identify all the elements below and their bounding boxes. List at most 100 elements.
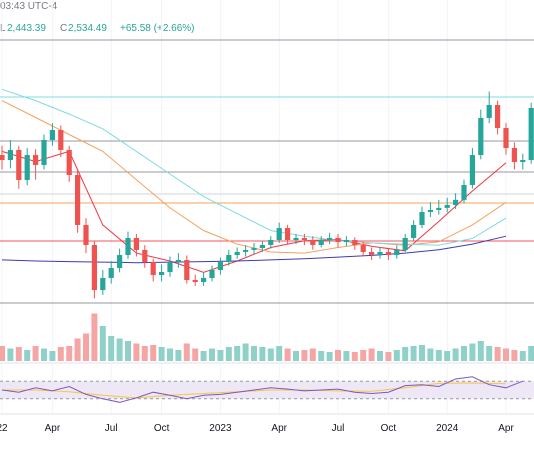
time-label: 03:43 UTC-4	[0, 1, 58, 12]
volume-bar	[200, 351, 207, 361]
volume-bar	[511, 350, 518, 361]
candle-body	[49, 130, 55, 140]
candle-body	[7, 149, 13, 160]
close-value: 2,534.49	[68, 23, 107, 34]
volume-bar	[293, 351, 299, 361]
volume-bar	[49, 351, 56, 361]
candle-body	[243, 249, 249, 252]
candle-body	[234, 251, 240, 256]
volume-bar	[141, 346, 148, 361]
x-tick-label: 22	[0, 423, 8, 434]
volume-bar	[66, 346, 73, 361]
candle-body	[310, 240, 316, 245]
volume-bar	[486, 346, 493, 361]
volume-bar	[74, 338, 81, 361]
volume-bar	[150, 345, 157, 361]
candle-body	[511, 148, 517, 163]
x-tick-label: Oct	[154, 423, 170, 434]
candle-body	[117, 255, 123, 269]
candle-body	[125, 237, 131, 256]
candle-body	[175, 260, 181, 263]
volume-bar	[368, 348, 375, 361]
candle-body	[411, 224, 417, 238]
volume-bar	[15, 347, 22, 361]
candle-body	[150, 262, 156, 276]
candle-body	[402, 237, 408, 250]
x-tick-label: Apr	[45, 423, 61, 434]
candle-body	[159, 271, 165, 276]
candle-body	[343, 240, 349, 243]
volume-bar	[276, 346, 283, 361]
candle-body	[495, 104, 501, 129]
candle-body	[268, 240, 274, 245]
volume-bar	[32, 346, 39, 361]
volume-bar	[519, 351, 526, 361]
volume-bar	[461, 346, 467, 361]
volume-bar	[393, 350, 400, 361]
candle-body	[16, 149, 22, 180]
volume-bar	[99, 326, 106, 361]
candle-body	[335, 237, 341, 243]
candle-body	[259, 244, 265, 249]
volume-bar	[435, 350, 442, 361]
candle-body	[486, 104, 492, 118]
volume-bar	[116, 338, 123, 361]
candle-body	[192, 280, 198, 283]
candle-body	[108, 268, 114, 278]
candle-body	[301, 237, 307, 240]
candle-body	[478, 117, 484, 156]
candle-body	[209, 269, 215, 278]
x-tick-label: 2024	[436, 423, 459, 434]
candle-body	[58, 130, 64, 150]
candle-body	[528, 107, 534, 160]
volume-bar	[183, 343, 190, 361]
candle-body	[142, 249, 148, 263]
volume-bar	[259, 347, 266, 361]
candle-body	[184, 260, 190, 280]
volume-bar	[192, 348, 199, 361]
candle-body	[66, 149, 72, 176]
volume-bar	[158, 347, 165, 361]
volume-bar	[326, 352, 333, 361]
moving-average	[1, 235, 507, 264]
volume-bar	[528, 346, 534, 361]
candle-body	[520, 160, 526, 163]
candle-body	[293, 237, 299, 240]
candle-body	[0, 155, 5, 160]
low-label: L	[0, 23, 6, 34]
candle-body	[91, 244, 97, 291]
candle-body	[100, 277, 106, 291]
candle-body	[453, 199, 459, 205]
volume-bar	[234, 346, 241, 361]
candle-body	[75, 175, 81, 225]
candle-body	[41, 140, 47, 165]
x-tick-label: Jul	[332, 423, 345, 434]
volume-bar	[377, 351, 383, 361]
x-tick-label: Jul	[105, 423, 118, 434]
volume-bar	[242, 343, 249, 361]
change-value: +65.58 (+2.66%)	[120, 23, 195, 34]
volume-bar	[309, 348, 316, 361]
volume-bar	[57, 347, 64, 361]
volume-bar	[503, 348, 509, 361]
close-label: C	[60, 23, 67, 34]
candle-body	[427, 209, 433, 212]
candle-body	[360, 244, 366, 252]
candle-body	[201, 277, 207, 283]
volume-bar	[133, 343, 140, 361]
volume-bar	[360, 350, 367, 361]
volume-bar	[477, 341, 484, 361]
volume-bar	[24, 350, 31, 361]
volume-bar	[402, 347, 409, 361]
candle-body	[444, 204, 450, 208]
volume-bar	[0, 346, 5, 361]
volume-bar	[410, 346, 417, 361]
volume-bar	[419, 345, 425, 361]
volume-bar	[385, 352, 392, 361]
candle-body	[318, 240, 324, 245]
candle-body	[469, 155, 475, 185]
volume-bar	[251, 346, 257, 361]
volume-bar	[267, 348, 274, 361]
moving-average	[1, 88, 507, 246]
